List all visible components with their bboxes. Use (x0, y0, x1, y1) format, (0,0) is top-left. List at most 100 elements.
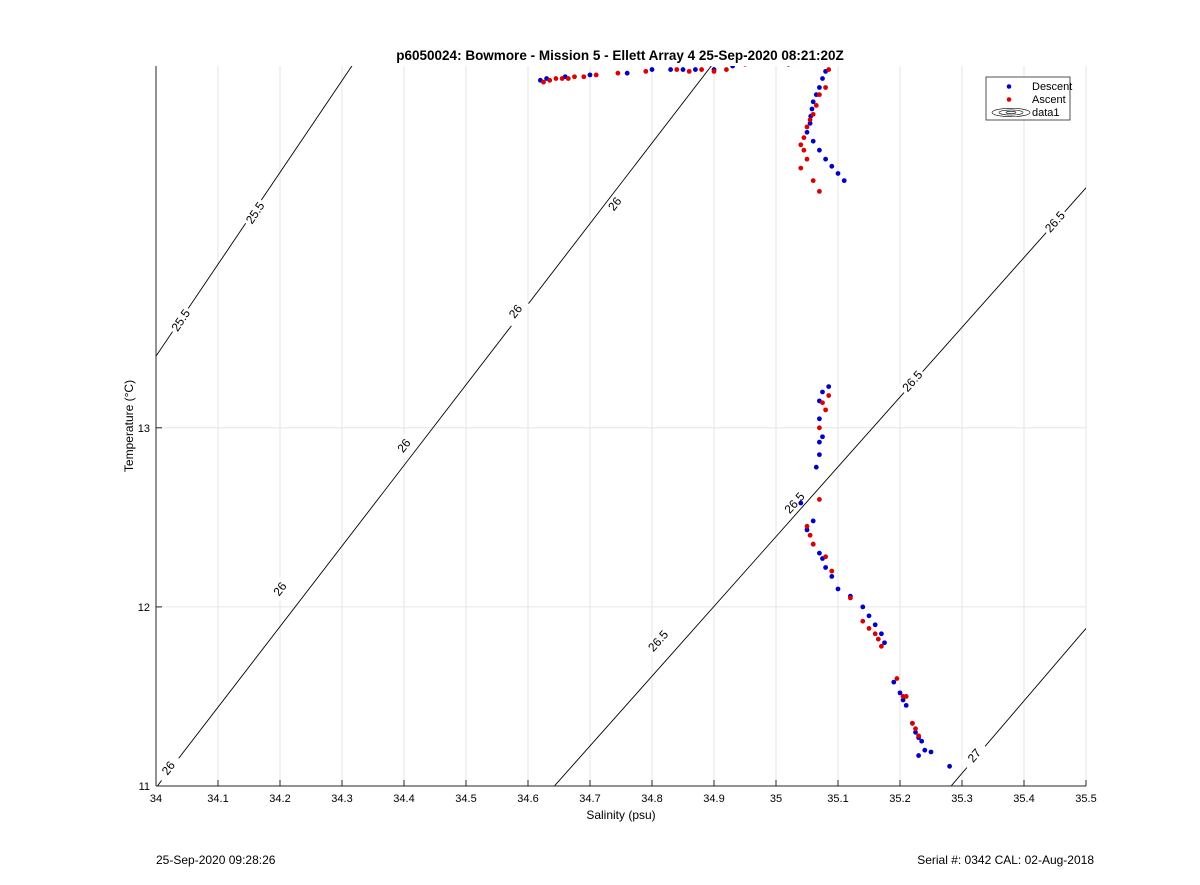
ascent-point (686, 68, 692, 74)
contour-label-bg (780, 487, 810, 519)
legend-label-data1: data1 (1032, 107, 1060, 119)
ascent-point (798, 165, 804, 171)
x-tick-label: 35 (770, 793, 782, 805)
ascent-point (817, 92, 822, 98)
ascent-point (804, 124, 810, 130)
ascent-point (894, 676, 900, 681)
ascent-point (711, 68, 717, 74)
descent-point (810, 99, 816, 105)
descent-point (804, 129, 810, 135)
data-points (538, 66, 952, 769)
descent-point (835, 171, 841, 176)
contour-label-bg (897, 366, 927, 397)
descent-point (668, 67, 673, 72)
descent-point (900, 697, 906, 703)
ascent-point (541, 79, 546, 85)
descent-point (820, 76, 825, 81)
density-contours (156, 66, 1086, 786)
descent-point (817, 452, 822, 458)
ascent-point (813, 103, 819, 108)
x-axis-ticks: 34 34.1 34.2 34.3 34.4 34.5 34.6 34.7 34.8 34.9 35… (150, 780, 1097, 805)
descent-point (860, 604, 866, 610)
ascent-point (817, 497, 822, 502)
ascent-point (817, 188, 822, 194)
descent-point (624, 70, 630, 76)
ascent-point (817, 425, 822, 431)
descent-point (835, 586, 841, 592)
contour-label-bg (501, 296, 530, 327)
x-tick-label: 35.2 (889, 793, 910, 805)
ascent-point (553, 76, 559, 81)
descent-point (916, 753, 921, 758)
y-tick-label: 11 (139, 781, 150, 793)
descent-point (879, 631, 884, 637)
contour-label-bg (959, 740, 989, 771)
ascent-point (547, 77, 553, 83)
ascent-point (807, 532, 813, 538)
descent-point (866, 613, 872, 619)
ascent-point (581, 74, 587, 80)
descent-point (829, 574, 835, 579)
descent-point (817, 439, 822, 445)
legend-label-ascent: Ascent (1032, 94, 1066, 106)
descent-point (947, 763, 952, 769)
contour-label-bg (167, 304, 195, 336)
x-tick-label: 35.3 (951, 793, 972, 805)
x-tick-label: 34.9 (703, 793, 724, 805)
ascent-point (820, 400, 825, 406)
x-tick-label: 34.3 (331, 793, 352, 805)
contour-label-bg (1040, 206, 1070, 237)
x-tick-label: 34.8 (641, 793, 662, 805)
contour-label-bg (600, 188, 629, 220)
descent-point (807, 120, 813, 126)
ascent-point (829, 568, 835, 574)
ascent-point (807, 117, 813, 123)
footer-timestamp: 25-Sep-2020 09:28:26 (156, 853, 276, 867)
axes-box (156, 66, 1086, 786)
descent-point (804, 527, 810, 533)
x-tick-label: 35.5 (1075, 793, 1096, 805)
ascent-point (798, 142, 804, 148)
ascent-point (804, 523, 810, 529)
x-tick-label: 34.4 (393, 793, 414, 805)
descent-point (882, 640, 887, 646)
x-axis-label: Salinity (psu) (586, 808, 655, 822)
descent-point (817, 147, 822, 153)
ascent-point (826, 67, 832, 72)
ascent-point (801, 135, 807, 141)
descent-point (872, 622, 878, 628)
y-axis-ticks: 11 12 13 (138, 423, 162, 793)
ascent-point (860, 618, 866, 624)
ascent-point (572, 74, 577, 80)
ascent-point (810, 541, 816, 547)
descent-point (798, 500, 804, 506)
legend: Descent Ascent data1 (985, 76, 1072, 121)
descent-point (813, 464, 819, 470)
ascent-point (643, 68, 649, 74)
legend-marker-ascent (1006, 97, 1012, 102)
contour-label-bg (265, 573, 295, 605)
ascent-point (724, 67, 729, 72)
x-tick-label: 34.6 (517, 793, 538, 805)
y-tick-label: 12 (138, 602, 150, 614)
x-tick-label: 34.5 (455, 793, 476, 805)
descent-point (826, 384, 832, 389)
contour-label-bg (643, 625, 673, 657)
ascent-point (823, 407, 828, 413)
ascent-point (804, 156, 810, 162)
chart-title: p6050024: Bowmore - Mission 5 - Ellett A… (396, 48, 843, 63)
legend-marker-data1 (991, 108, 1031, 118)
descent-point (820, 389, 825, 395)
descent-point (820, 434, 825, 440)
x-tick-label: 34.7 (579, 793, 600, 805)
contour-label-bg (389, 430, 419, 462)
descent-point (829, 163, 835, 169)
ascent-point (743, 66, 747, 67)
ascent-point (823, 85, 828, 90)
x-tick-label: 34.2 (269, 793, 290, 805)
ascent-point (913, 726, 918, 732)
ascent-point (810, 178, 816, 184)
ascent-point (866, 625, 872, 631)
